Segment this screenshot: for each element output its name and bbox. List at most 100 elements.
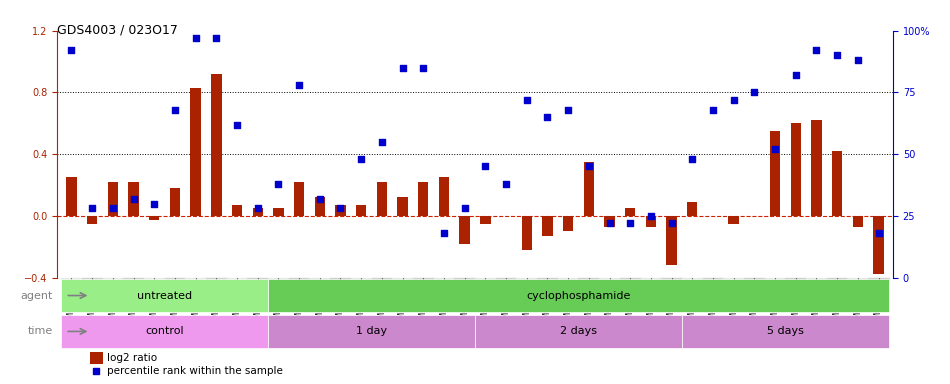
Bar bbox=[853, 216, 863, 227]
Point bbox=[685, 156, 700, 162]
Bar bbox=[703, 278, 723, 280]
Bar bbox=[868, 278, 889, 280]
Point bbox=[416, 65, 431, 71]
Point bbox=[850, 57, 865, 63]
Point bbox=[230, 121, 245, 127]
Bar bbox=[274, 208, 284, 216]
Bar bbox=[537, 278, 558, 280]
Point bbox=[395, 65, 410, 71]
Bar bbox=[765, 278, 786, 280]
Bar bbox=[475, 278, 496, 280]
Point bbox=[457, 205, 472, 212]
Bar bbox=[646, 216, 656, 227]
Point bbox=[726, 97, 741, 103]
Bar bbox=[149, 216, 160, 220]
Bar bbox=[558, 278, 579, 280]
Bar bbox=[211, 74, 221, 216]
Bar bbox=[873, 216, 884, 275]
Bar bbox=[294, 182, 304, 216]
Point bbox=[292, 82, 307, 88]
Bar bbox=[124, 278, 143, 280]
Point bbox=[499, 181, 514, 187]
Bar bbox=[460, 216, 470, 243]
Text: percentile rank within the sample: percentile rank within the sample bbox=[107, 366, 283, 376]
Bar bbox=[90, 352, 103, 364]
Point bbox=[250, 205, 265, 212]
Bar bbox=[599, 278, 619, 280]
Point bbox=[188, 35, 203, 41]
Bar bbox=[744, 278, 765, 280]
Bar bbox=[164, 278, 185, 280]
Point bbox=[478, 164, 493, 170]
Bar bbox=[206, 278, 227, 280]
Point bbox=[126, 195, 142, 202]
Bar bbox=[289, 278, 310, 280]
Bar bbox=[310, 278, 331, 280]
Text: cyclophosphamide: cyclophosphamide bbox=[526, 291, 631, 301]
Point bbox=[271, 181, 286, 187]
Bar bbox=[666, 216, 676, 265]
Point bbox=[560, 107, 576, 113]
Bar bbox=[170, 188, 180, 216]
Point bbox=[622, 220, 637, 226]
Point bbox=[374, 139, 390, 145]
Bar bbox=[397, 197, 408, 216]
Bar bbox=[87, 216, 97, 223]
Bar bbox=[687, 202, 697, 216]
Bar bbox=[583, 162, 594, 216]
Point bbox=[540, 114, 555, 120]
Bar bbox=[439, 177, 449, 216]
Bar bbox=[371, 278, 392, 280]
Point bbox=[332, 205, 348, 212]
Bar bbox=[454, 278, 475, 280]
Bar bbox=[247, 278, 268, 280]
Bar bbox=[661, 278, 682, 280]
Bar bbox=[579, 278, 599, 280]
Point bbox=[353, 156, 369, 162]
Point bbox=[85, 205, 100, 212]
Point bbox=[209, 35, 224, 41]
Bar bbox=[268, 278, 289, 280]
Bar bbox=[66, 177, 77, 216]
Point bbox=[768, 146, 783, 152]
Bar bbox=[625, 208, 636, 216]
Point bbox=[871, 230, 886, 236]
Point bbox=[146, 200, 162, 207]
Bar bbox=[232, 205, 242, 216]
Text: control: control bbox=[145, 326, 184, 336]
Bar bbox=[190, 88, 200, 216]
Text: GDS4003 / 023O17: GDS4003 / 023O17 bbox=[57, 23, 178, 36]
Point bbox=[88, 368, 104, 374]
Point bbox=[747, 89, 762, 96]
Bar bbox=[604, 216, 615, 227]
Bar bbox=[268, 315, 475, 348]
Bar bbox=[331, 278, 351, 280]
Bar bbox=[786, 278, 807, 280]
Bar bbox=[811, 120, 822, 216]
Bar bbox=[82, 278, 103, 280]
Bar bbox=[103, 278, 124, 280]
Bar bbox=[619, 278, 640, 280]
Bar bbox=[480, 216, 490, 223]
Bar bbox=[522, 216, 532, 250]
Point bbox=[167, 107, 182, 113]
Bar bbox=[682, 278, 703, 280]
Point bbox=[643, 213, 658, 219]
Bar bbox=[268, 280, 889, 312]
Bar bbox=[418, 182, 428, 216]
Text: 1 day: 1 day bbox=[356, 326, 387, 336]
Text: log2 ratio: log2 ratio bbox=[107, 353, 158, 363]
Bar bbox=[770, 131, 780, 216]
Bar bbox=[185, 278, 206, 280]
Point bbox=[313, 195, 328, 202]
Point bbox=[808, 47, 824, 53]
Bar bbox=[723, 278, 744, 280]
Bar bbox=[413, 278, 433, 280]
Point bbox=[105, 205, 121, 212]
Bar bbox=[433, 278, 454, 280]
Bar bbox=[61, 278, 82, 280]
Text: agent: agent bbox=[21, 291, 53, 301]
Bar bbox=[475, 315, 682, 348]
Bar bbox=[682, 315, 889, 348]
Bar bbox=[61, 280, 268, 312]
